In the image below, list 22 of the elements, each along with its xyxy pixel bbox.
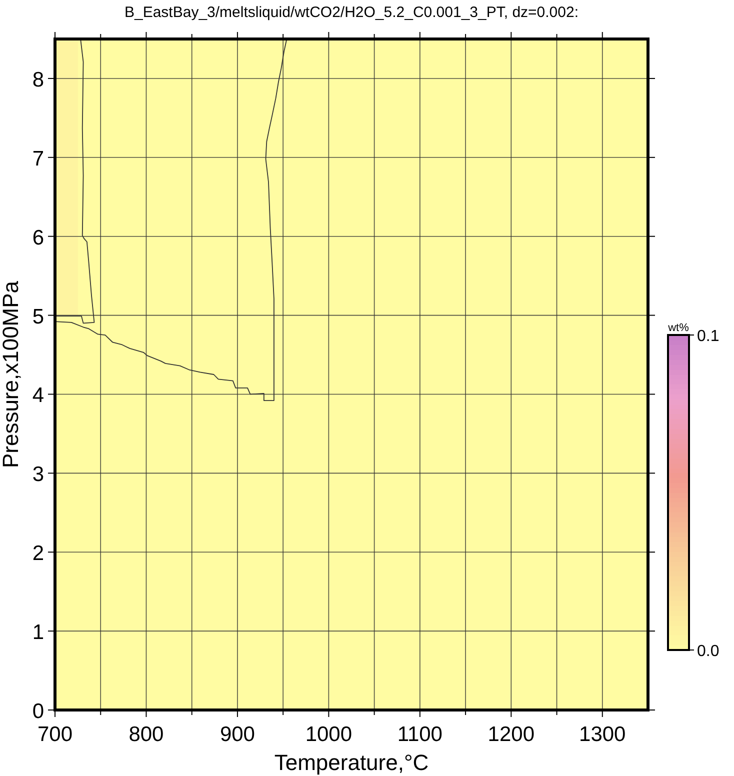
- color-bar-label: 0.1: [697, 328, 720, 345]
- y-tick-label: 0: [32, 700, 44, 723]
- y-tick-label: 6: [32, 226, 44, 250]
- x-tick-label: 1300: [579, 723, 626, 746]
- y-tick-label: 8: [32, 68, 44, 92]
- color-bar-title: wt%: [667, 322, 690, 334]
- y-tick-label: 7: [32, 147, 44, 170]
- x-tick-label: 800: [128, 723, 164, 746]
- x-axis-title: Temperature,°C: [274, 750, 429, 775]
- x-tick-label: 900: [220, 723, 255, 746]
- y-tick-label: 4: [32, 384, 44, 408]
- x-tick-label: 1000: [305, 723, 352, 746]
- x-tick-label: 700: [37, 723, 73, 746]
- y-tick-label: 2: [32, 542, 44, 566]
- y-tick-label: 3: [32, 463, 44, 486]
- y-tick-label: 5: [32, 305, 44, 328]
- x-tick-label: 1100: [397, 723, 443, 746]
- chart-title: B_EastBay_3/meltsliquid/wtCO2/H2O_5.2_C0.001_3_PT, dz=0.002:: [124, 4, 579, 21]
- color-bar-label: 0.0: [697, 642, 720, 660]
- y-tick-label: 1: [32, 621, 44, 644]
- x-tick-label: 1200: [488, 723, 535, 746]
- y-axis-title: Pressure,x100MPa: [0, 280, 23, 468]
